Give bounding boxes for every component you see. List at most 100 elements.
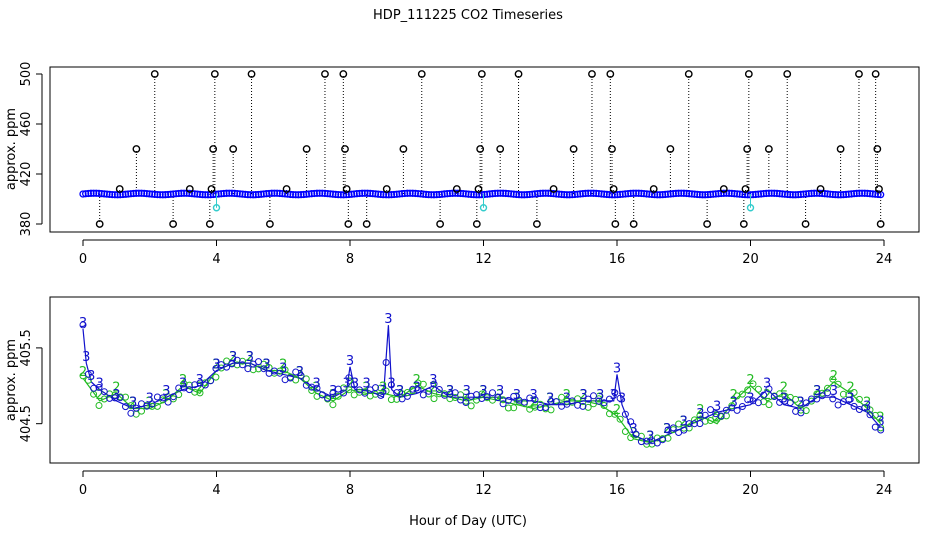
baseline-point <box>470 190 478 199</box>
series-3-point <box>175 384 183 392</box>
baseline-point <box>406 189 414 197</box>
spike-point <box>703 220 712 228</box>
baseline-point <box>863 189 872 198</box>
series-3-label: 3 <box>388 377 396 392</box>
baseline-point <box>555 190 563 198</box>
series-2-point <box>138 407 145 415</box>
baseline-point <box>815 189 824 197</box>
baseline-point <box>592 189 600 198</box>
baseline-point <box>653 191 661 199</box>
series-2-label: 2 <box>846 380 854 395</box>
series-3-point <box>169 393 177 401</box>
spike-point <box>477 70 486 78</box>
series-3-point <box>643 437 651 445</box>
baseline-point <box>350 190 358 198</box>
series-3-label: 3 <box>82 350 90 365</box>
baseline-point <box>829 190 837 199</box>
spike-point <box>816 185 825 193</box>
series-2-label: 2 <box>229 350 237 365</box>
baseline-point <box>339 191 348 199</box>
spike-point <box>169 220 178 228</box>
baseline-point <box>164 190 172 199</box>
baseline-point <box>834 191 842 199</box>
x-tick-label: 12 <box>475 483 492 498</box>
series-3-point <box>717 412 725 420</box>
baseline-point <box>839 190 848 199</box>
series-3-point <box>680 426 688 434</box>
x-tick-label: 24 <box>876 252 893 267</box>
baseline-point <box>196 190 204 199</box>
series-3-label: 3 <box>279 361 287 376</box>
series-3-point <box>318 391 326 399</box>
series-3-point <box>584 395 592 403</box>
series-3-point <box>100 388 108 396</box>
series-2-label: 2 <box>396 384 404 399</box>
baseline-point <box>395 190 404 198</box>
series-2-label: 2 <box>730 388 738 403</box>
series-2-label: 2 <box>813 384 821 399</box>
baseline-point <box>767 189 776 197</box>
series-3-label: 3 <box>630 422 638 437</box>
series-3-point <box>510 392 518 400</box>
baseline-point <box>587 189 595 197</box>
spike-point <box>452 185 461 193</box>
series-3-point <box>877 426 885 434</box>
series-2-point <box>627 434 635 442</box>
baseline-point <box>560 190 568 199</box>
baseline-point <box>488 190 497 198</box>
baseline-point <box>308 190 316 198</box>
baseline-point <box>720 189 728 197</box>
series-3-point <box>738 403 746 410</box>
spike-point <box>783 70 792 78</box>
series-3-point <box>116 394 124 402</box>
bottom-y-axis-label: approx. ppm <box>4 339 19 421</box>
baseline-point <box>773 189 781 198</box>
series-2-label: 2 <box>529 396 537 411</box>
series-3-point <box>701 411 709 419</box>
spike-point <box>132 145 141 153</box>
series-3-point <box>685 420 693 428</box>
series-3-point <box>797 409 805 417</box>
baseline-point <box>430 191 438 199</box>
baseline-point <box>534 190 542 198</box>
spike-point <box>282 185 291 193</box>
series-3-point <box>621 410 629 418</box>
baseline-point <box>496 189 505 197</box>
top-panel: 0 4 8 12 16 20 24 380 420 460 500 approx. ppm <box>4 62 920 267</box>
baseline-point <box>305 190 313 198</box>
series-2-point <box>382 387 390 395</box>
spike-point <box>229 145 238 153</box>
spike-point <box>150 70 159 78</box>
spike-point <box>649 185 658 193</box>
series-3-label: 3 <box>680 415 688 430</box>
series-2-point <box>212 373 220 381</box>
series-3-point <box>313 384 321 392</box>
series-3-label: 3 <box>579 388 587 403</box>
series-3-point <box>430 380 438 388</box>
series-3-point <box>765 385 773 393</box>
cyan-point <box>479 204 488 212</box>
baseline-point <box>422 190 430 199</box>
series-3-point <box>499 400 507 408</box>
baseline-point <box>783 190 792 199</box>
baseline-point <box>313 189 321 197</box>
series-3-point <box>659 436 667 444</box>
series-3-label: 3 <box>830 384 838 399</box>
series-3-point <box>653 439 661 447</box>
spike-point <box>247 70 256 78</box>
baseline-point <box>557 190 566 199</box>
series-3-point <box>632 430 640 438</box>
baseline-point <box>813 189 821 197</box>
spike-point <box>533 220 541 228</box>
baseline-point <box>515 190 523 199</box>
top-plot-frame <box>49 66 920 233</box>
baseline-point <box>185 189 194 198</box>
spike-point <box>871 70 880 78</box>
series-3-point <box>845 396 853 404</box>
series-2-label: 2 <box>463 388 471 403</box>
baseline-point <box>84 189 92 198</box>
series-3-point <box>531 396 539 404</box>
series-2-point <box>680 424 688 432</box>
baseline-point <box>579 190 587 198</box>
